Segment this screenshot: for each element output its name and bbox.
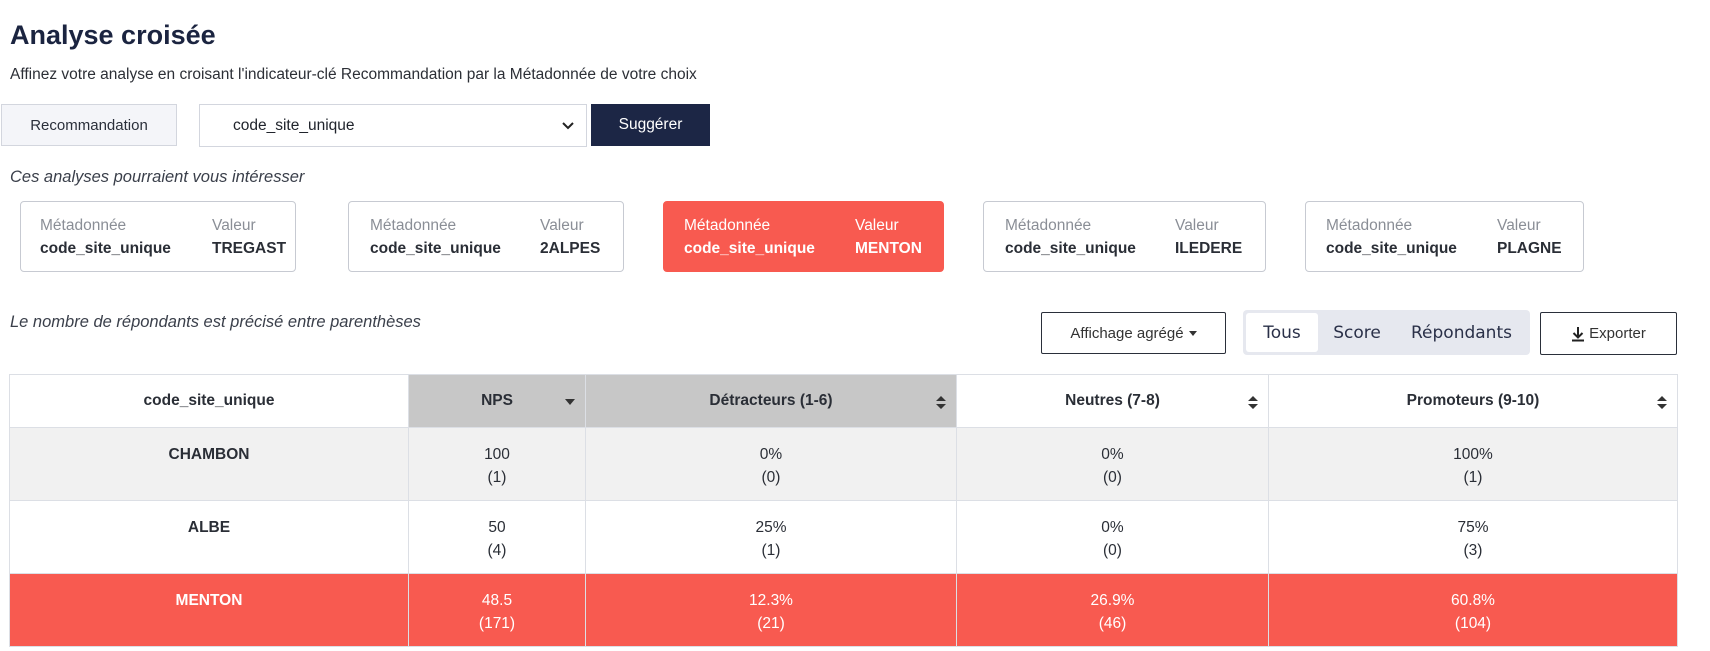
card-meta-label: Métadonnée [40,217,127,234]
sort-icon [1657,396,1667,409]
card-value-label: Valeur [1497,217,1541,234]
suggestion-card-menton[interactable]: Métadonnée Valeur code_site_unique MENTO… [663,201,944,272]
card-value: ILEDERE [1175,240,1243,257]
card-meta: code_site_unique [1005,240,1136,257]
card-value: TREGAST [212,240,287,257]
row-site: MENTON [9,573,409,647]
cell-neutres: 26.9% (46) [956,573,1269,647]
suggestion-card-plagne[interactable]: Métadonnée Valeur code_site_unique PLAGN… [1305,201,1584,272]
table-row: CHAMBON 100 (1) 0% (0) 0% (0) 100% (1) [9,427,1678,501]
card-meta-label: Métadonnée [370,217,457,234]
card-meta-label: Métadonnée [684,217,771,234]
tab-score[interactable]: Score [1333,322,1381,343]
card-value: PLAGNE [1497,240,1562,257]
display-mode-dropdown[interactable]: Affichage agrégé [1041,312,1226,354]
page-title: Analyse croisée [10,20,216,50]
card-meta: code_site_unique [370,240,501,257]
column-header-detracteurs[interactable]: Détracteurs (1-6) [585,374,957,428]
column-header-promoteurs[interactable]: Promoteurs (9-10) [1268,374,1678,428]
card-meta-label: Métadonnée [1005,217,1092,234]
view-toggle: Tous Score Répondants [1243,310,1530,355]
cell-promoteurs: 75% (3) [1268,500,1678,574]
tab-repondants[interactable]: Répondants [1411,322,1512,343]
row-site: CHAMBON [9,427,409,501]
suggestion-card-2alpes[interactable]: Métadonnée Valeur code_site_unique 2ALPE… [348,201,624,272]
card-meta: code_site_unique [684,240,815,257]
cell-detracteurs: 0% (0) [585,427,957,501]
results-table: code_site_unique NPS Détracteurs (1-6) N… [9,374,1678,647]
cell-detracteurs: 25% (1) [585,500,957,574]
cell-detracteurs: 12.3% (21) [585,573,957,647]
export-button[interactable]: Exporter [1540,312,1677,355]
suggest-button[interactable]: Suggérer [591,104,710,146]
sort-icon [936,396,946,409]
table-row-highlighted: MENTON 48.5 (171) 12.3% (21) 26.9% (46) 60.… [9,573,1678,647]
suggestion-card-tregast[interactable]: Métadonnée Valeur code_site_unique TREGA… [20,201,296,272]
page-subtitle: Affinez votre analyse en croisant l'indi… [10,66,697,83]
card-meta-label: Métadonnée [1326,217,1413,234]
column-header-nps[interactable]: NPS [408,374,586,428]
column-header-neutres[interactable]: Neutres (7-8) [956,374,1269,428]
caret-down-icon [1188,330,1197,336]
sort-icon [1248,396,1258,409]
card-value: 2ALPES [540,240,601,257]
row-site: ALBE [9,500,409,574]
cell-nps: 50 (4) [408,500,586,574]
card-value: MENTON [855,240,922,257]
card-value-label: Valeur [212,217,256,234]
metadata-select[interactable]: code_site_unique [199,104,587,147]
sort-desc-icon [565,399,575,405]
card-meta: code_site_unique [40,240,171,257]
card-value-label: Valeur [1175,217,1219,234]
card-meta: code_site_unique [1326,240,1457,257]
card-value-label: Valeur [855,217,899,234]
cell-neutres: 0% (0) [956,427,1269,501]
cell-promoteurs: 100% (1) [1268,427,1678,501]
column-header-site[interactable]: code_site_unique [9,374,409,428]
respondents-note: Le nombre de répondants est précisé entr… [10,313,421,331]
tab-tous[interactable]: Tous [1246,313,1318,352]
cell-nps: 48.5 (171) [408,573,586,647]
suggestion-card-iledere[interactable]: Métadonnée Valeur code_site_unique ILEDE… [983,201,1266,272]
download-icon [1572,326,1585,341]
suggestions-heading: Ces analyses pourraient vous intéresser [10,168,305,186]
cell-nps: 100 (1) [408,427,586,501]
cell-promoteurs: 60.8% (104) [1268,573,1678,647]
card-value-label: Valeur [540,217,584,234]
display-mode-label: Affichage agrégé [1070,324,1184,342]
cell-neutres: 0% (0) [956,500,1269,574]
table-row: ALBE 50 (4) 25% (1) 0% (0) 75% (3) [9,500,1678,574]
chevron-down-icon [562,122,574,130]
metadata-select-value: code_site_unique [233,116,355,134]
export-label: Exporter [1589,325,1646,342]
indicator-field: Recommandation [1,104,177,146]
